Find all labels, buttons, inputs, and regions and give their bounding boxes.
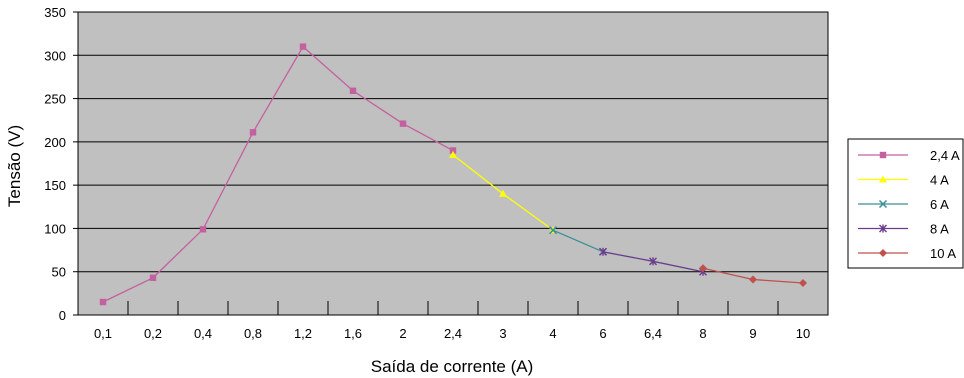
legend-label: 6 A bbox=[930, 197, 949, 212]
x-tick-label: 10 bbox=[796, 326, 810, 341]
x-tick-label: 3 bbox=[499, 326, 506, 341]
data-point bbox=[449, 150, 457, 158]
x-tick-label: 6 bbox=[599, 326, 606, 341]
x-tick-label: 6,4 bbox=[644, 326, 662, 341]
x-tick-label: 1,6 bbox=[344, 326, 362, 341]
data-point bbox=[749, 275, 757, 284]
data-point bbox=[249, 129, 257, 136]
legend-label: 4 A bbox=[930, 173, 949, 188]
legend: 2,4 A 4 A 6 A 8 A 10 A bbox=[847, 138, 964, 269]
x-tick-label: 1,2 bbox=[294, 326, 312, 341]
data-point bbox=[299, 43, 307, 50]
data-point bbox=[548, 226, 558, 235]
data-point bbox=[649, 257, 657, 266]
y-tick-label: 200 bbox=[44, 135, 66, 150]
legend-marker bbox=[879, 249, 887, 257]
legend-marker bbox=[879, 151, 887, 159]
series-line bbox=[102, 45, 454, 303]
data-point bbox=[449, 147, 457, 154]
y-tick-label: 350 bbox=[44, 5, 66, 20]
data-point bbox=[349, 87, 357, 94]
plot-background bbox=[77, 11, 829, 316]
legend-label: 10 A bbox=[930, 246, 956, 261]
data-point bbox=[399, 120, 407, 127]
legend-item: 8 A bbox=[858, 222, 949, 237]
y-tick-label: 250 bbox=[44, 92, 66, 107]
legend-marker bbox=[878, 199, 888, 209]
y-tick-label: 100 bbox=[44, 221, 66, 236]
x-tick-label: 8 bbox=[699, 326, 706, 341]
data-point bbox=[499, 189, 507, 197]
legend-label: 8 A bbox=[930, 222, 949, 237]
data-point bbox=[799, 278, 807, 287]
y-tick-label: 150 bbox=[44, 178, 66, 193]
x-tick-label: 0,1 bbox=[94, 326, 112, 341]
x-tick-label: 0,8 bbox=[244, 326, 262, 341]
marker-stroke bbox=[548, 226, 558, 235]
series-1 bbox=[99, 43, 457, 306]
y-axis-title: Tensão (V) bbox=[5, 125, 24, 207]
x-tick-label: 0,4 bbox=[194, 326, 212, 341]
y-tick-label: 0 bbox=[59, 308, 66, 323]
x-tick-label: 9 bbox=[749, 326, 756, 341]
x-tick-label: 4 bbox=[549, 326, 556, 341]
x-tick-label: 2,4 bbox=[444, 326, 462, 341]
y-tick-label: 300 bbox=[44, 48, 66, 63]
legend-label: 2,4 A bbox=[930, 148, 960, 163]
data-point bbox=[149, 274, 157, 281]
legend-item: 2,4 A bbox=[858, 148, 960, 163]
marker-stroke bbox=[878, 199, 888, 209]
data-point bbox=[199, 226, 207, 233]
series-5 bbox=[699, 264, 807, 287]
legend-item: 4 A bbox=[858, 173, 949, 188]
y-tick-label: 50 bbox=[52, 265, 66, 280]
data-point bbox=[99, 298, 107, 306]
series-line bbox=[552, 229, 604, 253]
legend-marker bbox=[879, 175, 887, 183]
legend-marker bbox=[879, 224, 887, 233]
x-tick-label: 2 bbox=[399, 326, 406, 341]
data-point bbox=[699, 264, 707, 273]
x-tick-label: 0,2 bbox=[144, 326, 162, 341]
legend-item: 6 A bbox=[858, 197, 949, 212]
legend-item: 10 A bbox=[858, 246, 956, 261]
plot-area: 0 50 100 150 200 250 300 350 0,1 0,2 0,4 0,8 1,2 1,6 2… bbox=[44, 5, 829, 341]
x-axis-title: Saída de corrente (A) bbox=[371, 357, 534, 376]
data-point bbox=[599, 247, 607, 256]
